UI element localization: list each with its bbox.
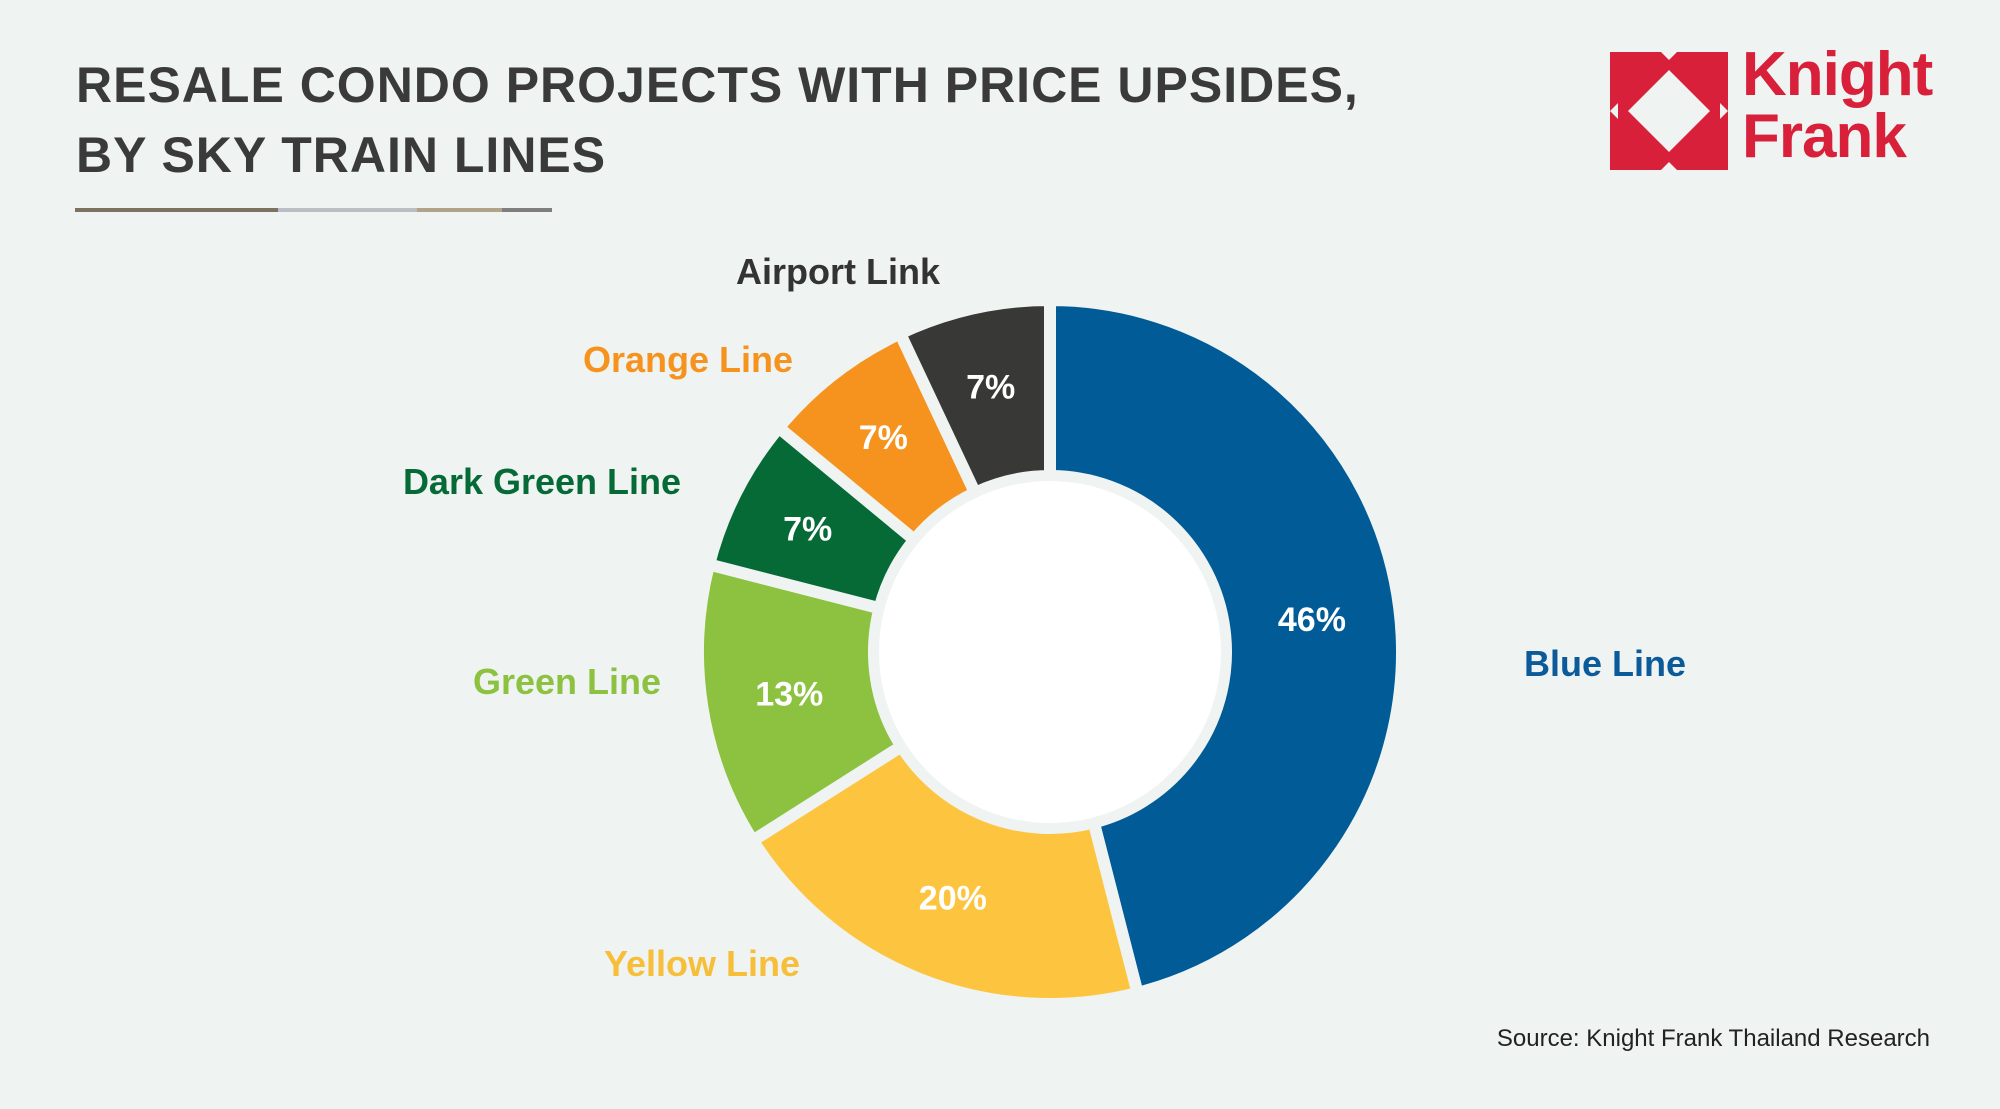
slice-green-line xyxy=(692,557,910,849)
data-label: 7% xyxy=(966,369,1015,407)
source-note: Source: Knight Frank Thailand Research xyxy=(1496,1025,1930,1052)
data-label: 7% xyxy=(783,511,832,549)
knight-frank-logo-icon xyxy=(1610,52,1728,170)
title-underline xyxy=(75,208,552,212)
chart-title: RESALE CONDO PROJECTS WITH PRICE UPSIDES… xyxy=(76,50,1359,190)
slice-airport-link xyxy=(892,293,1056,501)
data-label: 13% xyxy=(755,675,823,713)
category-label: Yellow Line xyxy=(604,943,800,984)
category-label: Blue Line xyxy=(1524,643,1686,684)
slice-yellow-line xyxy=(744,738,1145,1010)
category-label: Orange Line xyxy=(583,339,793,380)
data-label: 46% xyxy=(1278,601,1346,639)
slice-blue-line xyxy=(1044,293,1408,1001)
donut-hole xyxy=(879,481,1221,823)
logo-wordmark: Knight Frank xyxy=(1742,40,1933,171)
category-label: Green Line xyxy=(473,661,661,702)
data-label: 20% xyxy=(919,879,987,917)
data-label: 7% xyxy=(859,419,908,457)
title-line-1: RESALE CONDO PROJECTS WITH PRICE UPSIDES… xyxy=(76,57,1359,113)
category-label: Airport Link xyxy=(736,251,941,292)
title-line-2: BY SKY TRAIN LINES xyxy=(76,127,607,183)
category-label: Dark Green Line xyxy=(403,461,681,502)
